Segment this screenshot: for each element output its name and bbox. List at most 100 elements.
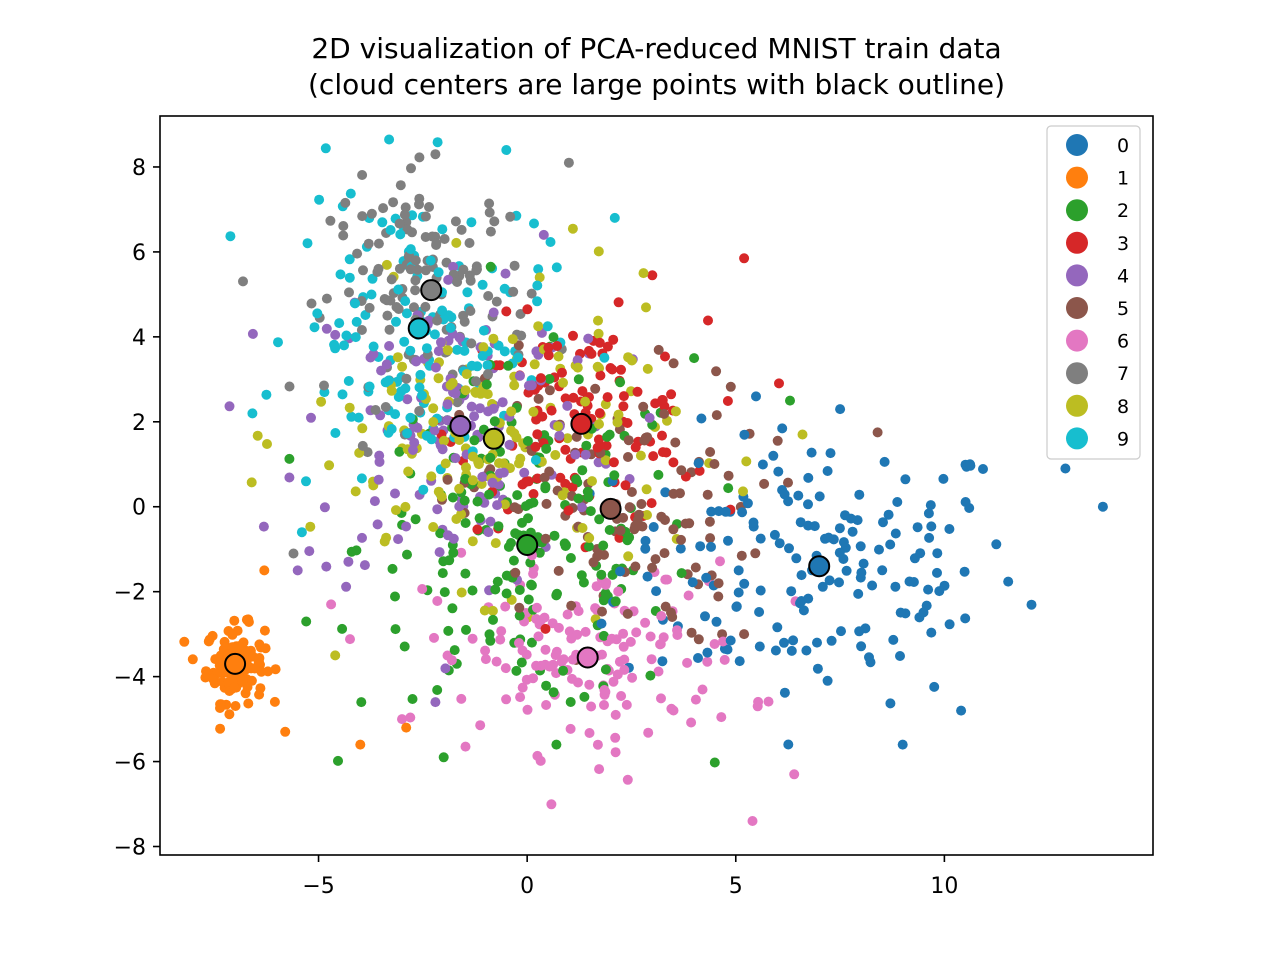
data-point-4 xyxy=(487,477,498,488)
data-point-7 xyxy=(406,163,416,174)
data-point-9 xyxy=(417,390,427,401)
data-point-2 xyxy=(472,496,483,507)
data-point-4 xyxy=(436,337,446,348)
data-point-2 xyxy=(346,546,357,557)
data-point-6 xyxy=(565,723,576,734)
data-point-8 xyxy=(562,433,573,444)
data-point-6 xyxy=(562,609,573,620)
data-point-9 xyxy=(421,430,432,441)
data-point-7 xyxy=(432,315,443,326)
data-point-8 xyxy=(529,359,540,370)
data-point-6 xyxy=(645,631,656,642)
data-point-2 xyxy=(461,624,471,635)
data-point-2 xyxy=(484,489,494,500)
data-point-2 xyxy=(474,513,485,524)
data-point-5 xyxy=(509,502,520,513)
data-point-9 xyxy=(542,321,553,332)
data-point-1 xyxy=(259,625,270,636)
data-point-2 xyxy=(607,569,618,580)
legend-marker-6 xyxy=(1066,329,1088,352)
data-point-6 xyxy=(619,664,630,675)
data-point-8 xyxy=(612,417,623,428)
data-point-4 xyxy=(443,274,454,285)
data-point-2 xyxy=(551,739,562,750)
data-point-8 xyxy=(344,402,355,413)
data-point-7 xyxy=(420,265,431,276)
data-point-7 xyxy=(485,226,496,237)
data-point-2 xyxy=(516,657,527,668)
data-point-6 xyxy=(625,636,636,647)
data-point-0 xyxy=(956,705,967,716)
data-point-8 xyxy=(461,369,472,380)
data-point-2 xyxy=(579,691,590,702)
data-point-7 xyxy=(338,230,349,241)
data-point-1 xyxy=(179,636,190,647)
data-point-8 xyxy=(350,486,361,497)
data-point-7 xyxy=(319,380,329,391)
data-point-2 xyxy=(541,443,552,454)
data-point-9 xyxy=(351,316,362,327)
data-point-2 xyxy=(526,637,537,648)
data-point-6 xyxy=(608,676,619,687)
data-point-8 xyxy=(473,459,484,470)
data-point-9 xyxy=(466,217,477,228)
data-point-5 xyxy=(670,437,681,448)
data-point-6 xyxy=(544,661,555,672)
data-point-6 xyxy=(599,685,610,695)
data-point-6 xyxy=(600,579,611,590)
data-point-9 xyxy=(532,296,543,307)
data-point-4 xyxy=(519,467,530,478)
data-point-9 xyxy=(384,134,395,145)
data-point-3 xyxy=(560,444,571,455)
data-point-6 xyxy=(540,644,551,655)
data-point-3 xyxy=(632,386,643,397)
data-point-5 xyxy=(653,344,664,355)
data-point-3 xyxy=(661,447,672,458)
data-point-5 xyxy=(597,606,607,617)
chart-title-line-1: 2D visualization of PCA-reduced MNIST tr… xyxy=(311,32,1002,65)
data-point-6 xyxy=(397,714,407,725)
data-point-9 xyxy=(343,376,354,386)
data-point-0 xyxy=(755,533,766,544)
data-point-8 xyxy=(515,453,526,464)
data-point-5 xyxy=(667,612,678,622)
data-point-5 xyxy=(590,383,601,394)
data-point-5 xyxy=(626,487,637,497)
data-point-7 xyxy=(414,199,424,210)
data-point-8 xyxy=(580,396,591,407)
data-point-5 xyxy=(624,502,635,513)
data-point-7 xyxy=(284,381,295,392)
data-point-4 xyxy=(572,355,583,366)
data-point-2 xyxy=(571,474,582,485)
points-layer xyxy=(179,134,1108,826)
data-point-2 xyxy=(460,473,471,484)
data-point-5 xyxy=(442,474,453,485)
data-point-0 xyxy=(867,580,878,591)
data-point-0 xyxy=(826,635,837,646)
data-point-9 xyxy=(425,255,436,266)
data-point-2 xyxy=(410,514,421,525)
data-point-9 xyxy=(400,296,411,307)
data-point-6 xyxy=(429,632,439,643)
data-point-4 xyxy=(374,450,385,461)
data-point-0 xyxy=(874,544,884,555)
data-point-2 xyxy=(407,694,418,704)
data-point-9 xyxy=(530,455,541,465)
data-point-8 xyxy=(428,403,439,414)
data-point-8 xyxy=(558,377,568,388)
data-point-0 xyxy=(838,537,849,548)
data-point-5 xyxy=(783,477,793,488)
chart-title-line-2: (cloud centers are large points with bla… xyxy=(308,68,1005,101)
data-point-9 xyxy=(599,352,610,363)
data-point-4 xyxy=(319,502,330,513)
data-point-9 xyxy=(432,137,443,148)
data-point-0 xyxy=(725,635,736,646)
data-point-7 xyxy=(363,238,374,249)
data-point-5 xyxy=(541,498,552,509)
data-point-8 xyxy=(499,499,510,510)
data-point-6 xyxy=(656,693,666,704)
data-point-6 xyxy=(500,601,511,612)
data-point-7 xyxy=(364,302,375,313)
